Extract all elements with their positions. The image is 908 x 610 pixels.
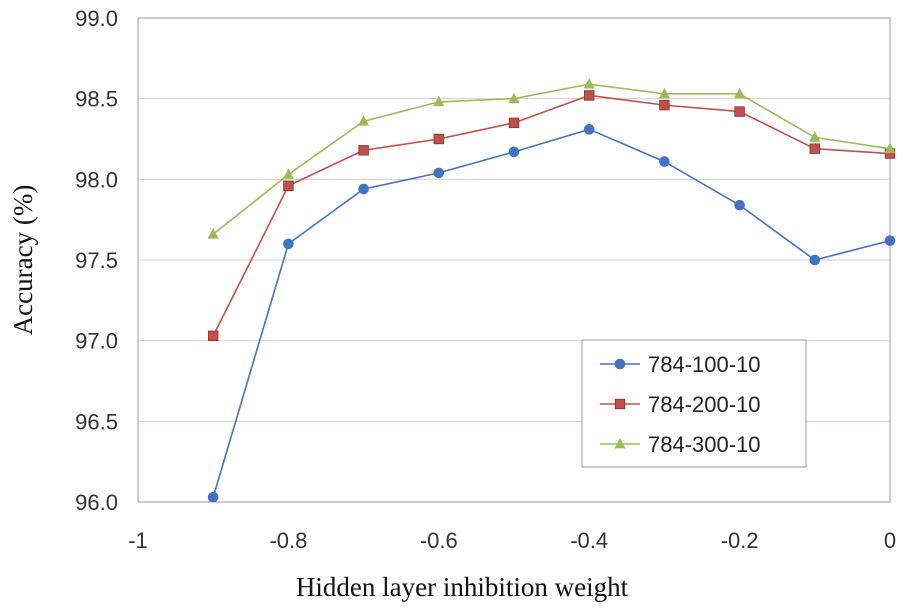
x-tick-labels: -1 -0.8 -0.6 -0.4 -0.2 0 xyxy=(128,528,896,553)
x-axis-title: Hidden layer inhibition weight xyxy=(296,572,629,602)
y-tick-label: 98.5 xyxy=(75,87,118,112)
y-tick-label: 99.0 xyxy=(75,6,118,31)
data-point-1 xyxy=(508,146,520,158)
data-point-1 xyxy=(207,491,219,503)
data-point-1 xyxy=(283,238,294,250)
legend-label: 784-300-10 xyxy=(648,432,761,457)
y-tick-label: 96.5 xyxy=(75,409,118,434)
series-line-1 xyxy=(212,128,891,498)
data-point-2 xyxy=(584,90,595,101)
data-point-2 xyxy=(358,145,369,156)
x-tick-label: -0.6 xyxy=(420,528,458,553)
data-point-1 xyxy=(734,199,745,211)
series-line-2 xyxy=(212,94,891,337)
data-point-3 xyxy=(358,115,370,126)
data-point-2 xyxy=(508,117,520,129)
legend: 784-100-10 784-200-10 784-300-10 xyxy=(581,339,807,468)
data-point-1 xyxy=(809,254,821,266)
data-point-2 xyxy=(433,133,445,145)
legend-marker xyxy=(614,358,626,370)
data-point-2 xyxy=(207,330,219,342)
legend-label: 784-100-10 xyxy=(648,352,761,377)
data-point-3 xyxy=(809,131,821,142)
y-tick-label: 98.0 xyxy=(75,167,118,192)
x-tick-label: -0.2 xyxy=(721,528,759,553)
x-tick-label: -0.4 xyxy=(570,528,608,553)
data-point-2 xyxy=(283,180,294,191)
data-point-1 xyxy=(358,183,369,195)
legend-marker xyxy=(614,398,626,410)
data-point-3 xyxy=(207,228,219,239)
series-lines xyxy=(207,78,896,503)
y-tick-label: 97.5 xyxy=(75,248,118,273)
x-tick-label: -0.8 xyxy=(269,528,307,553)
y-tick-labels: 96.0 96.5 97.0 97.5 98.0 98.5 99.0 xyxy=(75,6,118,515)
x-tick-label: 0 xyxy=(884,528,896,553)
legend-label: 784-200-10 xyxy=(648,392,761,417)
data-point-1 xyxy=(884,235,896,246)
data-point-3 xyxy=(583,78,595,89)
data-point-2 xyxy=(809,143,821,154)
data-point-3 xyxy=(508,92,520,104)
data-point-3 xyxy=(884,142,896,154)
data-point-1 xyxy=(433,167,445,179)
y-tick-label: 96.0 xyxy=(75,490,118,515)
y-tick-label: 97.0 xyxy=(75,329,118,354)
data-point-3 xyxy=(734,87,746,99)
x-tick-label: -1 xyxy=(128,528,148,553)
data-point-2 xyxy=(734,106,745,117)
data-point-1 xyxy=(659,156,670,167)
data-point-3 xyxy=(433,95,445,107)
data-point-3 xyxy=(282,168,294,179)
series-line-3 xyxy=(212,83,891,235)
data-point-1 xyxy=(583,124,595,135)
legend-marker xyxy=(614,438,626,449)
y-axis-title: Accuracy (%) xyxy=(8,185,38,336)
data-point-2 xyxy=(659,99,670,111)
data-point-3 xyxy=(658,87,670,99)
